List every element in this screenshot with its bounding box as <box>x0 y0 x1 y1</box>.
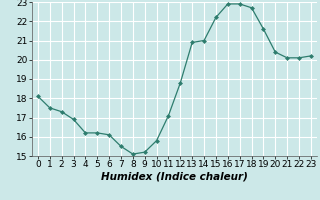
X-axis label: Humidex (Indice chaleur): Humidex (Indice chaleur) <box>101 172 248 182</box>
